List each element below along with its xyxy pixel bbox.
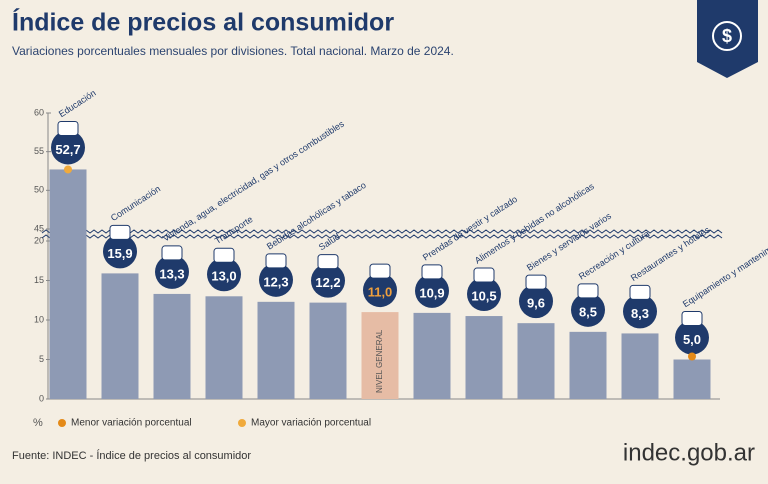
value-label: 11,0 bbox=[368, 285, 393, 300]
y-unit: % bbox=[33, 417, 43, 429]
bar bbox=[621, 333, 659, 399]
value-badge bbox=[103, 234, 137, 269]
chart-subtitle: Variaciones porcentuales mensuales por d… bbox=[12, 44, 454, 58]
category-icon bbox=[213, 247, 235, 263]
category-icon bbox=[681, 311, 703, 326]
logo-badge: $ bbox=[697, 0, 758, 78]
category-icon bbox=[525, 274, 547, 290]
value-label: 8,3 bbox=[631, 306, 649, 321]
y-tick-label: 5 bbox=[39, 354, 44, 364]
max-marker bbox=[64, 165, 72, 174]
value-badge bbox=[519, 284, 553, 319]
value-label: 13,3 bbox=[159, 266, 184, 281]
value-label: 15,9 bbox=[107, 246, 132, 261]
y-tick-label: 60 bbox=[34, 107, 44, 117]
y-tick-label: 20 bbox=[34, 235, 44, 245]
bar bbox=[361, 312, 399, 399]
legend-label: Mayor variación porcentual bbox=[251, 418, 371, 429]
category-icon bbox=[317, 254, 339, 270]
y-tick-label: 15 bbox=[34, 275, 44, 285]
value-badge bbox=[467, 277, 501, 312]
y-tick-label: 50 bbox=[34, 185, 44, 195]
chart-title: Índice de precios al consumidor bbox=[12, 8, 394, 37]
category-icon bbox=[577, 283, 599, 299]
y-tick-label: 10 bbox=[34, 314, 44, 324]
category-icon bbox=[369, 263, 391, 279]
value-badge bbox=[623, 294, 657, 329]
value-label: 52,7 bbox=[55, 142, 80, 157]
value-label: 12,2 bbox=[315, 275, 340, 290]
legend-marker bbox=[238, 419, 246, 427]
legend-marker bbox=[58, 419, 66, 427]
value-badge bbox=[207, 257, 241, 292]
category-icon bbox=[421, 264, 443, 280]
value-label: 8,5 bbox=[579, 304, 597, 319]
value-badge bbox=[363, 273, 397, 308]
svg-text:$: $ bbox=[722, 26, 732, 46]
bar bbox=[569, 331, 607, 399]
value-label: 10,5 bbox=[471, 288, 496, 303]
value-label: 12,3 bbox=[263, 274, 288, 289]
y-tick-label: 0 bbox=[39, 393, 44, 403]
bar bbox=[517, 323, 555, 399]
category-icon bbox=[57, 120, 79, 136]
bar bbox=[49, 169, 87, 399]
category-icon bbox=[265, 253, 287, 269]
value-label: 5,0 bbox=[683, 332, 701, 347]
bar bbox=[465, 316, 503, 399]
bar bbox=[413, 312, 451, 399]
bar bbox=[309, 302, 347, 399]
bar bbox=[205, 296, 243, 399]
axis-break bbox=[41, 229, 723, 234]
bar bbox=[101, 273, 139, 399]
min-marker bbox=[688, 352, 696, 361]
x-tick-label: NIVEL GENERAL bbox=[375, 329, 384, 393]
bar bbox=[257, 301, 295, 399]
value-badge bbox=[415, 273, 449, 308]
source: Fuente: INDEC - Índice de precios al con… bbox=[12, 449, 251, 462]
category-icon bbox=[109, 224, 131, 240]
y-tick-label: 55 bbox=[34, 146, 44, 156]
category-icon bbox=[473, 267, 495, 283]
legend-label: Menor variación porcentual bbox=[71, 418, 192, 429]
value-badge bbox=[155, 254, 189, 289]
value-badge bbox=[311, 263, 345, 298]
category-icon bbox=[161, 245, 183, 261]
bar bbox=[153, 293, 191, 399]
brand: indec.gob.ar bbox=[623, 439, 755, 466]
y-tick-label: 45 bbox=[34, 223, 44, 233]
value-badge bbox=[51, 130, 85, 165]
value-label: 13,0 bbox=[211, 269, 236, 284]
axis-break bbox=[41, 234, 723, 239]
value-badge bbox=[259, 262, 293, 297]
value-badge bbox=[675, 320, 709, 355]
bar bbox=[673, 359, 711, 399]
category-icon bbox=[629, 284, 651, 300]
value-badge bbox=[571, 292, 605, 327]
value-label: 9,6 bbox=[527, 296, 545, 311]
value-label: 10,9 bbox=[419, 285, 444, 300]
